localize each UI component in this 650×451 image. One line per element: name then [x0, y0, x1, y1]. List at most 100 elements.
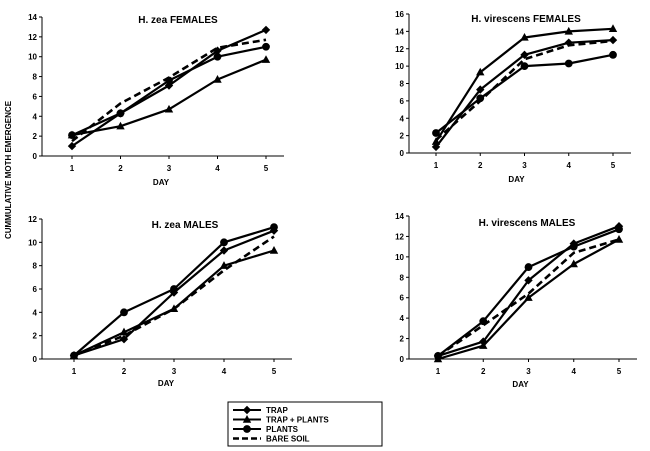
y-tick-label: 4 [33, 308, 38, 317]
y-tick-label: 12 [28, 33, 37, 42]
data-point [476, 67, 485, 76]
data-point [219, 261, 229, 269]
y-tick-label: 4 [400, 314, 405, 323]
y-tick-label: 6 [33, 285, 38, 294]
data-point [116, 109, 125, 118]
y-tick-label: 12 [395, 232, 404, 241]
series-line [71, 45, 267, 137]
series-trap-plants [433, 234, 624, 363]
data-point [609, 50, 617, 59]
x-tick-label: 2 [122, 367, 127, 376]
series-line [73, 249, 275, 357]
legend-label: PLANTS [266, 425, 299, 434]
x-tick-label: 1 [70, 164, 75, 173]
series-line [435, 39, 614, 141]
series-line [71, 58, 267, 137]
series-line [71, 38, 267, 143]
data-point [524, 276, 533, 285]
y-tick-label: 10 [395, 253, 404, 262]
legend-marker [242, 405, 252, 415]
data-point [520, 50, 529, 60]
data-point [213, 46, 222, 55]
x-tick-label: 5 [617, 367, 622, 376]
data-point [261, 25, 271, 35]
x-tick-label: 4 [567, 161, 572, 170]
x-axis-label: DAY [508, 175, 525, 184]
legend-marker [242, 415, 252, 423]
y-tick-label: 10 [28, 238, 37, 247]
y-tick-label: 4 [33, 112, 38, 121]
series-trap-plants [67, 55, 271, 139]
data-point [524, 293, 533, 301]
data-point [116, 121, 125, 130]
data-point [569, 259, 578, 268]
data-point [608, 35, 618, 45]
data-point [261, 55, 271, 63]
data-point [608, 24, 618, 32]
x-tick-label: 2 [481, 367, 486, 376]
x-axis-label: DAY [512, 380, 529, 389]
chart-title: H. virescens FEMALES [471, 14, 581, 25]
series-trap [433, 222, 624, 361]
data-point [119, 334, 129, 344]
data-point [68, 131, 76, 140]
x-tick-label: 3 [526, 367, 531, 376]
series-plants [70, 223, 278, 360]
y-tick-label: 0 [33, 355, 38, 364]
data-point [67, 141, 77, 151]
data-point [164, 104, 174, 113]
y-axis-label: CUMMULATIVE MOTH EMERGENCE [4, 100, 13, 239]
x-tick-label: 5 [611, 161, 616, 170]
x-tick-label: 2 [478, 161, 483, 170]
data-point [569, 242, 578, 251]
x-tick-label: 2 [118, 164, 123, 173]
data-point [270, 223, 278, 232]
legend-entry-plants: PLANTS [233, 425, 299, 434]
y-tick-label: 10 [395, 62, 404, 71]
y-tick-label: 8 [400, 273, 405, 282]
data-point [269, 246, 279, 254]
y-tick-label: 0 [33, 152, 38, 161]
legend-entry-trap: TRAP [233, 405, 288, 415]
y-tick-label: 6 [400, 97, 405, 106]
x-axis-label: DAY [158, 379, 175, 388]
data-point [520, 32, 529, 41]
legend-label: BARE SOIL [266, 435, 310, 444]
x-tick-label: 4 [215, 164, 220, 173]
data-point [564, 59, 573, 68]
series-plants [432, 50, 617, 137]
series-line [73, 235, 275, 357]
y-tick-label: 0 [400, 149, 405, 158]
series-line [435, 27, 614, 143]
x-tick-label: 3 [522, 161, 527, 170]
x-tick-label: 4 [572, 367, 577, 376]
series-bare-soil [71, 38, 267, 143]
data-point [213, 75, 222, 83]
series-plants [68, 42, 270, 140]
y-tick-label: 2 [400, 132, 405, 141]
chart-title: H. zea MALES [152, 220, 219, 231]
data-point [219, 246, 229, 255]
chart-title: H. zea FEMALES [138, 15, 218, 26]
legend-entry-trap-plants: TRAP + PLANTS [233, 415, 329, 425]
data-point [524, 263, 533, 271]
legend-marker [243, 425, 251, 433]
legend-label: TRAP [266, 406, 288, 415]
data-point [213, 52, 222, 61]
data-point [431, 137, 441, 145]
y-tick-label: 6 [400, 294, 405, 303]
y-tick-label: 16 [395, 10, 404, 19]
y-tick-label: 8 [400, 80, 405, 89]
x-axis-label: DAY [153, 178, 170, 187]
y-tick-label: 10 [28, 53, 37, 62]
data-point [476, 85, 485, 94]
data-point [615, 225, 623, 234]
x-tick-label: 5 [264, 164, 269, 173]
series-trap-plants [69, 246, 279, 359]
y-tick-label: 2 [400, 335, 405, 344]
